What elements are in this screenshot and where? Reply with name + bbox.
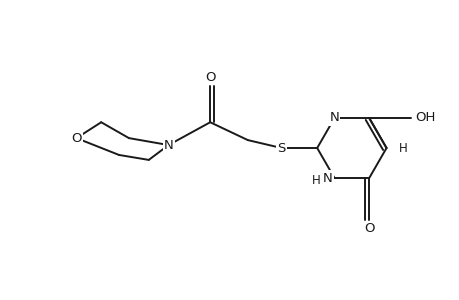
Text: OH: OH: [414, 112, 434, 124]
Text: H: H: [397, 142, 406, 154]
Text: N: N: [163, 139, 173, 152]
Text: O: O: [363, 222, 374, 235]
Text: N: N: [322, 172, 332, 184]
Text: O: O: [71, 132, 82, 145]
Text: S: S: [277, 142, 285, 154]
Text: O: O: [205, 70, 215, 84]
Text: H: H: [311, 173, 320, 187]
Text: N: N: [329, 112, 339, 124]
